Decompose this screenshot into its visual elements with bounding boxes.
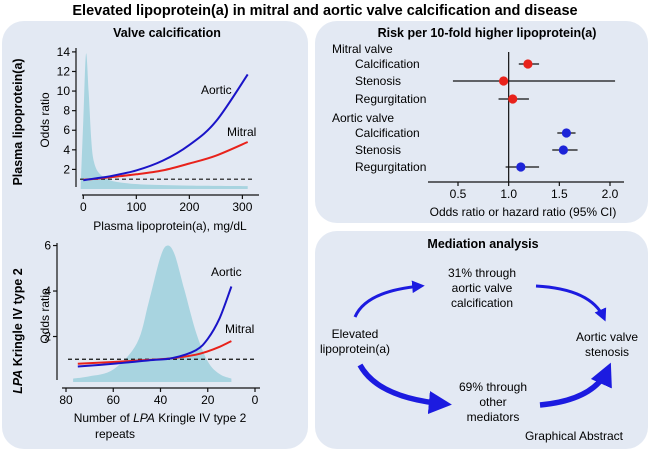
top-xlabel: Plasma lipoprotein(a), mg/dL <box>93 219 247 233</box>
top-x-tick-label: 0 <box>80 200 87 214</box>
forest-estimate-dot <box>508 94 518 104</box>
arrow-lower-to-outcome <box>539 362 612 408</box>
bottom-x-tick-label: 60 <box>107 393 121 407</box>
bottom-side-label-italic: LPA <box>11 370 25 394</box>
mediation-outcome-line: Aortic valve <box>576 330 638 344</box>
forest-x-tick-label: 1.5 <box>551 187 568 201</box>
main-title: Elevated lipoprotein(a) in mitral and ao… <box>72 3 577 19</box>
bottom-mitral-line <box>77 340 232 365</box>
bottom-density-area <box>73 245 232 382</box>
bottom-x-tick-label: 0 <box>252 393 259 407</box>
forest-row-label: Calcification <box>355 57 420 71</box>
forest-row-label: Stenosis <box>355 74 401 88</box>
forest-estimate-dot <box>499 76 509 86</box>
top-y-tick-label: 6 <box>63 123 70 137</box>
mediation-lower-path-line: other <box>479 395 506 409</box>
risk-panel-title: Risk per 10-fold higher lipoprotein(a) <box>378 26 597 40</box>
top-x-tick-label: 200 <box>179 200 199 214</box>
top-y-tick-label: 4 <box>63 143 70 157</box>
bottom-side-label: LPA Kringle IV type 2 <box>11 268 25 394</box>
mediation-lower-path-line: mediators <box>467 410 520 424</box>
forest-row-label: Regurgitation <box>355 160 426 174</box>
forest-estimate-dot <box>558 145 568 155</box>
forest-group-header: Aortic valve <box>332 111 394 125</box>
top-chart: 2 4 6 8 10 12 14 0 100 200 300 Aortic Mitral Odds … <box>38 45 259 233</box>
bottom-x-tick-label: 20 <box>201 393 215 407</box>
forest-x-tick-label: 2.0 <box>602 187 619 201</box>
top-y-tick-label: 8 <box>63 104 70 118</box>
bottom-xlabel: Number of LPA Kringle IV type 2 <box>74 411 247 425</box>
bottom-xlabel-italic: LPA <box>133 411 155 425</box>
valve-panel-bg <box>2 21 308 449</box>
arrow-source-to-lower <box>357 363 452 415</box>
bottom-x-tick-label: 40 <box>154 393 168 407</box>
bottom-xlabel-suffix: Kringle IV type 2 <box>155 411 247 425</box>
valve-panel-title: Valve calcification <box>113 26 221 40</box>
top-axes: 2 4 6 8 10 12 14 0 100 200 300 <box>57 45 259 214</box>
top-ylabel: Odds ratio <box>38 92 52 148</box>
bottom-mitral-label: Mitral <box>225 322 254 336</box>
mediation-arrows <box>353 280 612 415</box>
mediation-source-line: lipoprotein(a) <box>320 342 390 356</box>
bottom-xlabel-line2: repeats <box>95 427 135 441</box>
mediation-upper-path: 31% through aortic valve calcification <box>448 266 516 310</box>
top-y-tick-label: 12 <box>57 64 71 78</box>
bottom-y-tick-label: 2 <box>44 330 51 344</box>
top-mitral-label: Mitral <box>227 125 256 139</box>
bottom-axes: 2 4 6 80 60 40 20 0 <box>44 239 260 407</box>
bottom-aortic-label: Aortic <box>211 265 242 279</box>
mediation-upper-path-line: aortic valve <box>452 281 513 295</box>
bottom-x-tick-label: 80 <box>59 393 73 407</box>
mediation-outcome: Aortic valve stenosis <box>576 330 638 359</box>
top-aortic-line <box>83 73 249 182</box>
top-x-tick-label: 300 <box>232 200 252 214</box>
mediation-outcome-line: stenosis <box>585 345 629 359</box>
mediation-upper-path-line: calcification <box>451 296 513 310</box>
forest-row-label: Regurgitation <box>355 92 426 106</box>
graphical-abstract-caption: Graphical Abstract <box>525 429 624 443</box>
forest-xlabel: Odds ratio or hazard ratio (95% CI) <box>430 205 617 219</box>
bottom-y-tick-label: 4 <box>44 284 51 298</box>
mediation-source: Elevated lipoprotein(a) <box>320 327 390 356</box>
top-y-tick-label: 14 <box>57 45 71 59</box>
mediation-source-line: Elevated <box>332 327 379 341</box>
forest-row-label: Stenosis <box>355 143 401 157</box>
top-side-label: Plasma lipoprotein(a) <box>11 58 25 185</box>
forest-estimate-dot <box>523 59 533 69</box>
arrow-source-to-upper <box>353 280 425 318</box>
mediation-lower-path-line: 69% through <box>459 380 527 394</box>
bottom-ylabel: Odds ratio <box>38 288 52 344</box>
arrow-upper-to-outcome <box>535 284 607 322</box>
bottom-chart: 2 4 6 80 60 40 20 0 Aortic Mitral Odds ratio Nu… <box>38 239 260 441</box>
mediation-upper-path-line: 31% through <box>448 266 516 280</box>
top-y-tick-label: 10 <box>57 84 71 98</box>
top-aortic-label: Aortic <box>201 83 232 97</box>
top-density-area <box>80 53 248 189</box>
top-x-tick-label: 100 <box>126 200 146 214</box>
bottom-aortic-line <box>77 286 233 368</box>
top-y-tick-label: 2 <box>63 162 70 176</box>
bottom-xlabel-prefix: Number of <box>74 411 133 425</box>
forest-row-label: Calcification <box>355 126 420 140</box>
bottom-side-label-rest: Kringle IV type 2 <box>11 268 25 369</box>
risk-panel-bg <box>315 21 648 223</box>
mediation-lower-path: 69% through other mediators <box>459 380 527 424</box>
forest-estimate-dot <box>516 162 526 172</box>
forest-group-header: Mitral valve <box>332 42 393 56</box>
mediation-panel-title: Mediation analysis <box>427 237 538 251</box>
forest-x-tick-label: 1.0 <box>500 187 517 201</box>
bottom-y-tick-label: 6 <box>44 239 51 253</box>
forest-estimate-dot <box>561 128 572 138</box>
forest-x-tick-label: 0.5 <box>450 187 467 201</box>
